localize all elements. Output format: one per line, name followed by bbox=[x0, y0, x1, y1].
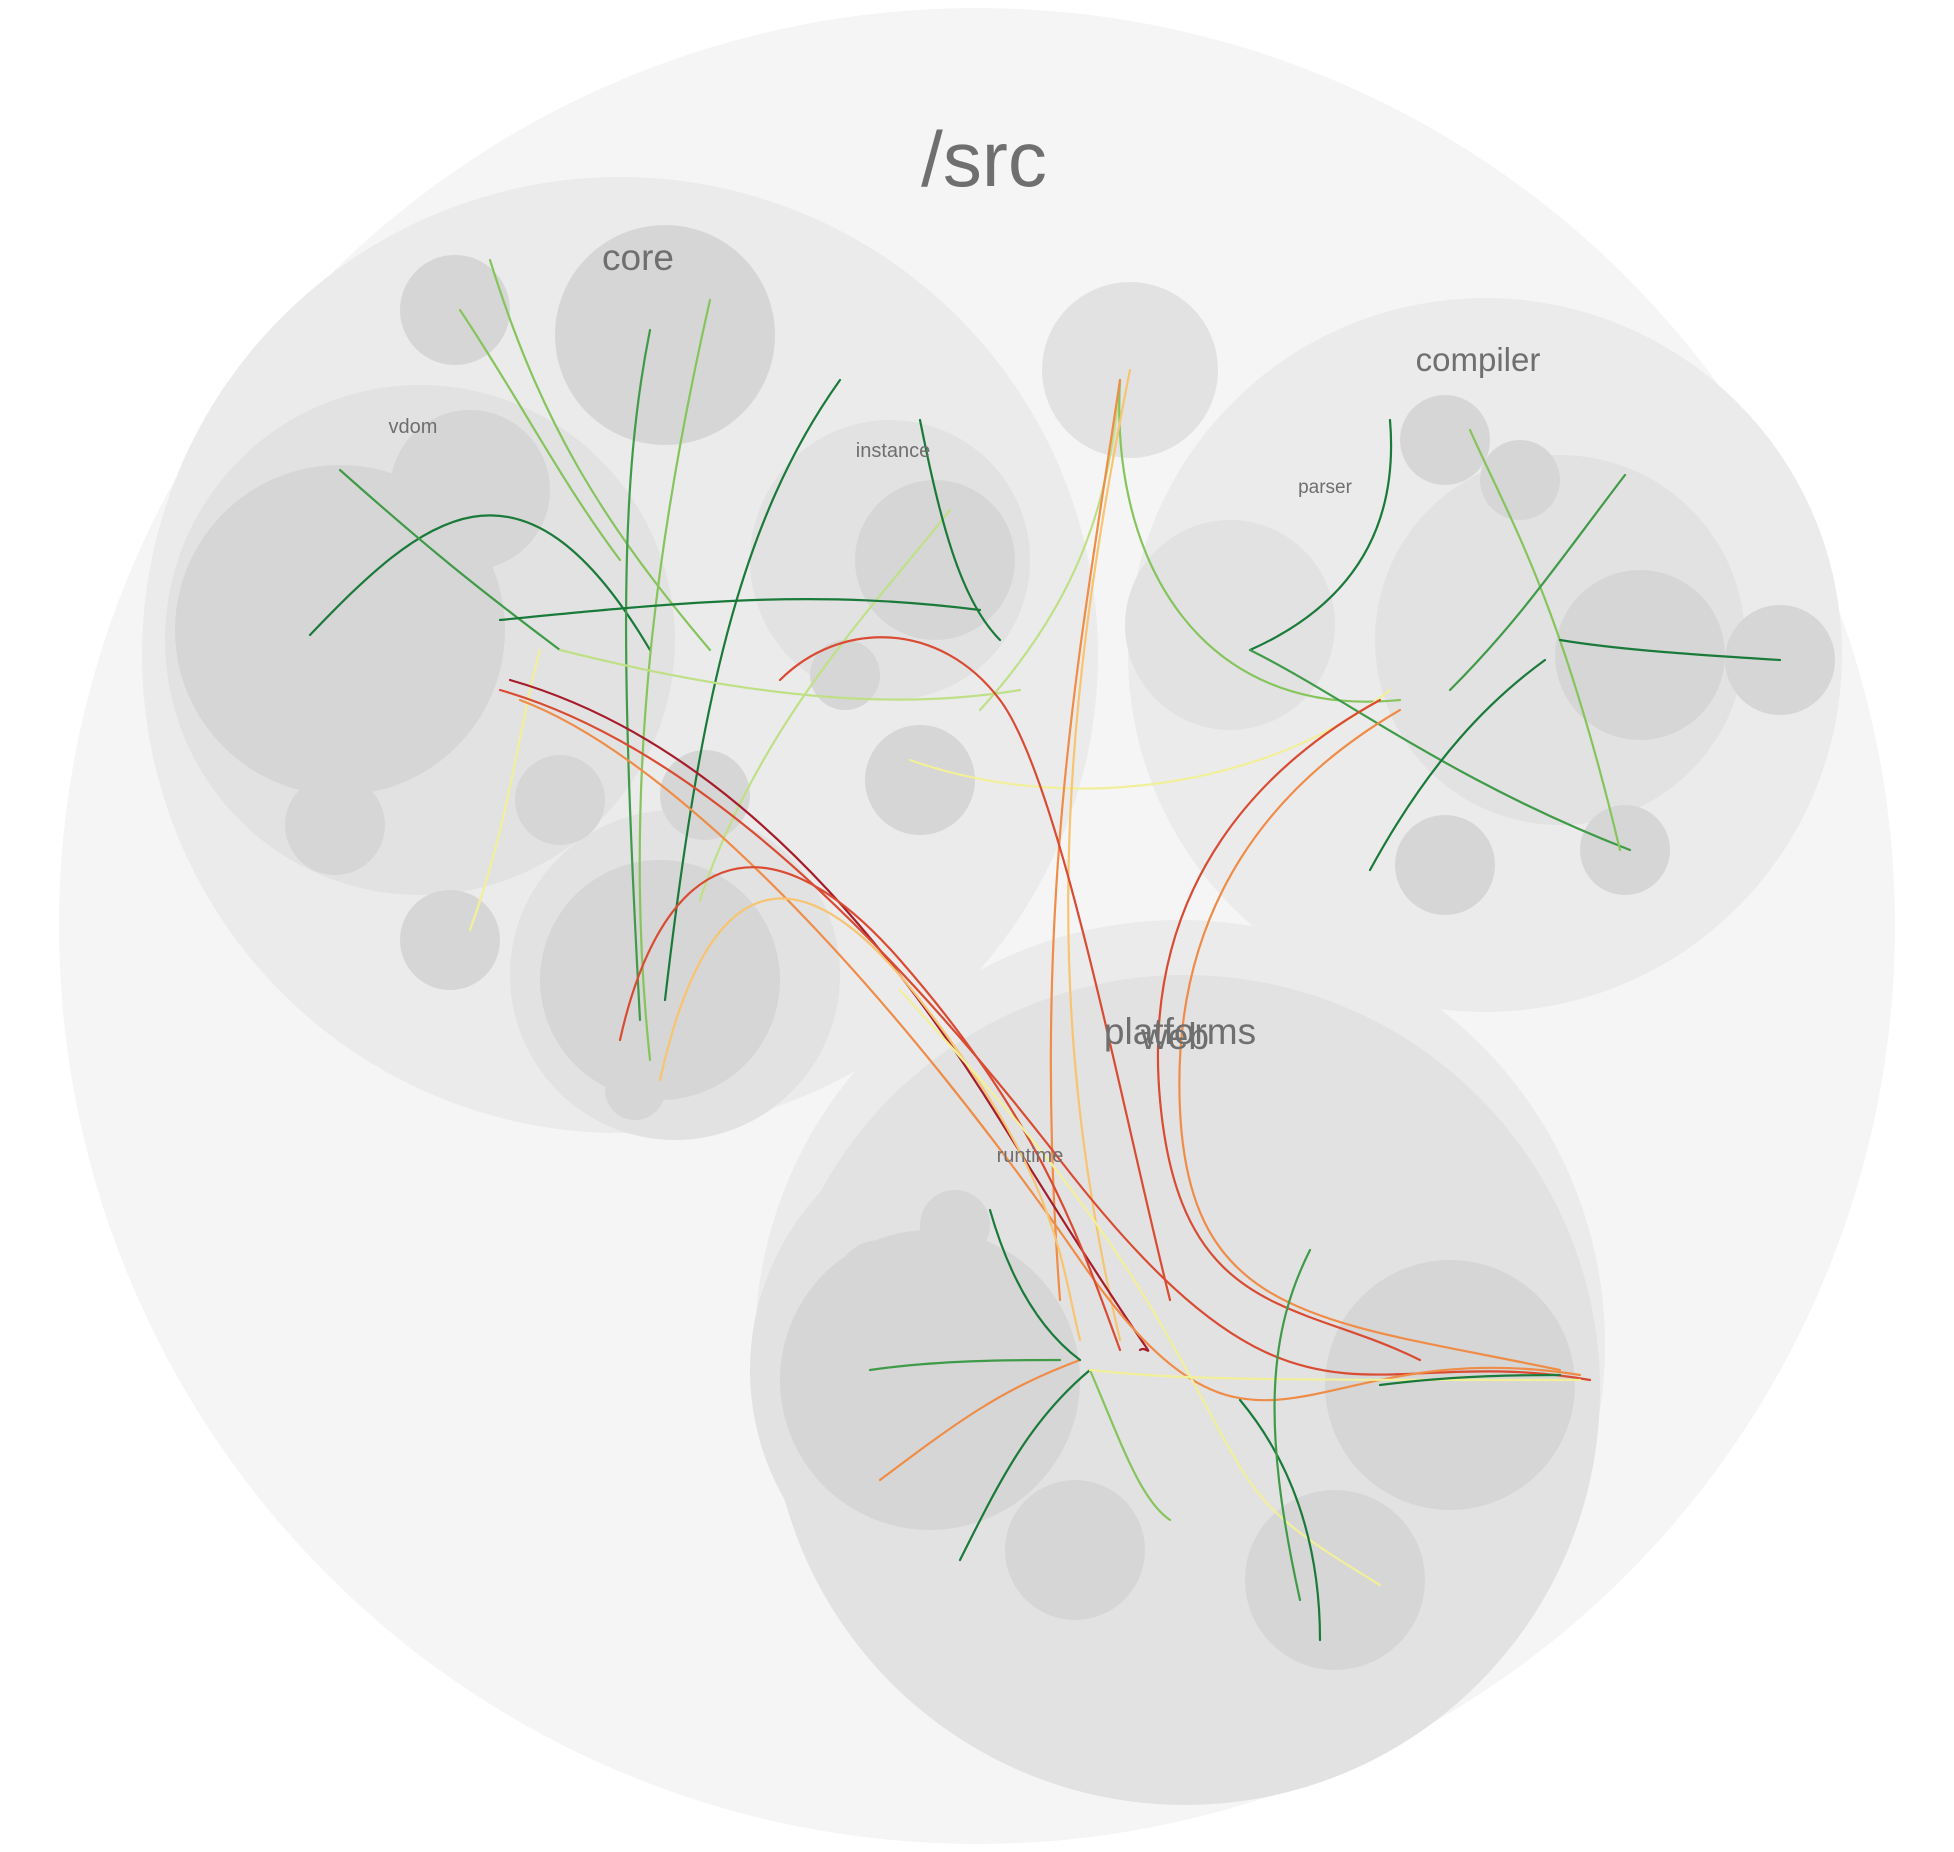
dependency-edge bbox=[988, 1208, 1082, 1362]
core-leaf-circle bbox=[605, 1060, 665, 1120]
dependency-edge bbox=[508, 678, 1150, 1352]
dependency-edge bbox=[918, 418, 1002, 642]
label-layer: /src core compiler platforms web vdom in… bbox=[389, 115, 1541, 1167]
dependency-edge bbox=[1378, 1373, 1562, 1387]
platforms-label: platforms bbox=[1104, 1011, 1256, 1052]
dependency-edge bbox=[1118, 378, 1402, 703]
dependency-edge bbox=[518, 698, 1582, 1402]
dependency-edge bbox=[1273, 1248, 1312, 1602]
dependency-edge bbox=[624, 328, 652, 1022]
parser-circle[interactable] bbox=[1125, 520, 1335, 730]
dependency-edge bbox=[308, 514, 652, 652]
core-leaf-circle bbox=[540, 860, 780, 1100]
dependency-edge bbox=[1088, 1368, 1172, 1522]
compiler-leaf-circle bbox=[1480, 440, 1560, 520]
dependency-edge bbox=[498, 598, 982, 622]
platforms-leaf-circle bbox=[1325, 1260, 1575, 1510]
dependency-edge bbox=[1067, 368, 1132, 1342]
core-leaf-circle bbox=[810, 640, 880, 710]
edge-bundle-layer bbox=[308, 258, 1782, 1642]
core-leaf-circle bbox=[400, 890, 500, 990]
dependency-edge bbox=[978, 378, 1122, 712]
dependency-edge bbox=[868, 1358, 1062, 1372]
dependency-edge bbox=[468, 648, 542, 932]
core-leaf-circle bbox=[555, 225, 775, 445]
compiler-leaf-circle bbox=[1555, 570, 1725, 740]
circle-layer bbox=[59, 8, 1895, 1844]
dependency-edge bbox=[663, 378, 842, 1002]
core-leaf-circle bbox=[400, 255, 510, 365]
vdom-label: vdom bbox=[389, 416, 438, 438]
platforms-leaf-circle bbox=[835, 1240, 925, 1330]
dependency-edge bbox=[618, 866, 1122, 1352]
compiler-leaf-circle bbox=[1580, 805, 1670, 895]
instance-label: instance bbox=[856, 440, 931, 462]
platforms-leaf-circle bbox=[1245, 1490, 1425, 1670]
dependency-edge bbox=[1468, 428, 1622, 852]
compiler-leaf-circle bbox=[1400, 395, 1490, 485]
dependency-edge bbox=[338, 468, 562, 652]
core-label: core bbox=[602, 237, 674, 278]
dependency-edge bbox=[458, 308, 622, 562]
root-label: /src bbox=[921, 115, 1047, 203]
platforms-leaf-circle bbox=[1005, 1480, 1145, 1620]
dependency-edge bbox=[1088, 1368, 1582, 1382]
dependency-edge bbox=[958, 1368, 1092, 1562]
dependency-edge bbox=[1178, 708, 1562, 1372]
core-leaf-circle bbox=[855, 480, 1015, 640]
dependency-edge bbox=[1448, 473, 1627, 692]
dependency-edge bbox=[658, 897, 1082, 1342]
dependency-edge bbox=[1238, 1398, 1322, 1642]
dependency-edge bbox=[1248, 418, 1393, 652]
runtime-label: runtime bbox=[997, 1145, 1064, 1167]
web-label: web bbox=[1140, 1016, 1209, 1057]
dependency-edge bbox=[878, 1358, 1082, 1482]
dependency-edge bbox=[1049, 378, 1122, 1302]
dependency-edge bbox=[778, 636, 1172, 1302]
dependency-edge bbox=[698, 508, 952, 902]
dependency-edge bbox=[1558, 638, 1782, 662]
compiler-label: compiler bbox=[1416, 341, 1541, 378]
dependency-edge bbox=[638, 298, 712, 1062]
dependency-edge bbox=[1248, 648, 1632, 852]
core-leaf-circle bbox=[285, 775, 385, 875]
dependency-edge bbox=[1156, 698, 1422, 1362]
core-leaf-circle bbox=[865, 725, 975, 835]
core-leaf-circle bbox=[390, 410, 550, 570]
dependency-edge bbox=[488, 258, 712, 652]
platforms-leaf-circle bbox=[920, 1190, 990, 1260]
core-leaf-circle bbox=[515, 755, 605, 845]
dependency-edge bbox=[558, 648, 1022, 701]
compiler-leaf-circle bbox=[1395, 815, 1495, 915]
parser-label: parser bbox=[1298, 477, 1353, 498]
dependency-edge bbox=[1368, 658, 1547, 872]
